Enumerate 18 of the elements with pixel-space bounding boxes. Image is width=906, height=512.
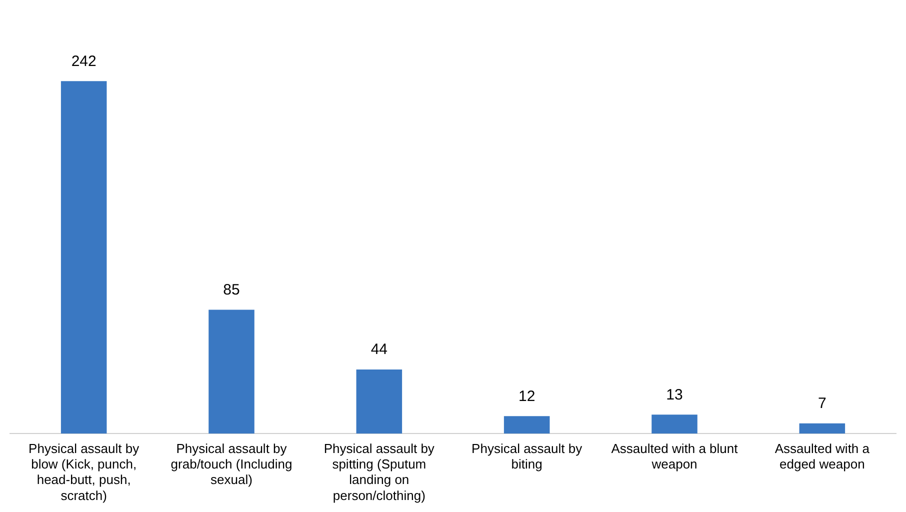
bar — [356, 370, 402, 434]
data-label: 7 — [818, 395, 826, 412]
bar — [208, 310, 254, 434]
data-label: 44 — [370, 341, 388, 358]
data-label: 242 — [71, 52, 96, 70]
x-tick-label: Physical assault by grab/touch (Including sexual) — [170, 440, 292, 488]
x-tick-label: Physical assault by blow (Kick, punch, head-butt, push, scratch) — [28, 440, 140, 503]
bar — [504, 416, 550, 434]
x-tick-label: Physical assault by biting — [472, 440, 583, 472]
x-tick-label: Physical assault by spitting (Sputum landing on person/clothing) — [324, 440, 435, 503]
x-tick-label: Assaulted with a blunt weapon — [611, 440, 738, 472]
data-label: 13 — [666, 386, 683, 404]
bar — [799, 423, 846, 434]
bar — [652, 414, 698, 434]
data-label: 85 — [223, 281, 240, 298]
x-tick-label: Assaulted with a edged weapon — [774, 440, 870, 472]
bar — [60, 81, 107, 434]
data-label: 12 — [518, 388, 536, 405]
